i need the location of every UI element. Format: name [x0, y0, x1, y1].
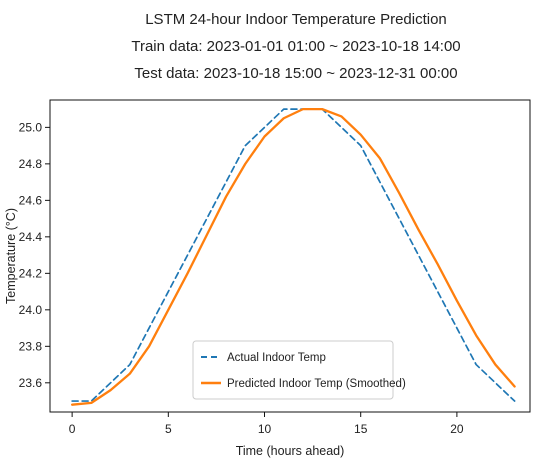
y-axis-label: Temperature (°C) [4, 208, 18, 304]
legend-box [192, 340, 394, 400]
y-tick-label: 25.0 [19, 120, 43, 134]
x-tick-label: 15 [354, 422, 368, 436]
y-tick-label: 23.6 [19, 376, 43, 390]
y-tick-label: 24.2 [19, 266, 43, 280]
plot-frame [49, 99, 531, 413]
x-axis-label: Time (hours ahead) [236, 444, 345, 458]
y-tick-label: 24.4 [19, 230, 43, 244]
x-tick-label: 20 [450, 422, 464, 436]
plot-content [70, 107, 516, 406]
legend-label-predicted: Predicted Indoor Temp (Smoothed) [227, 378, 406, 390]
legend-label-actual: Actual Indoor Temp [227, 352, 326, 364]
y-axis: 23.6 23.8 24.0 24.2 24.4 24.6 24.8 25.0 [19, 120, 50, 390]
x-tick-label: 10 [258, 422, 272, 436]
y-tick-label: 24.0 [19, 303, 43, 317]
series-line-predicted [70, 107, 516, 406]
series-line-actual [71, 108, 516, 402]
legend: Actual Indoor Temp Predicted Indoor Temp… [192, 340, 406, 400]
x-tick-label: 0 [69, 422, 76, 436]
y-tick-label: 23.8 [19, 339, 43, 353]
chart-title-line-1: LSTM 24-hour Indoor Temperature Predicti… [145, 11, 447, 28]
y-tick-label: 24.8 [19, 157, 43, 171]
chart-title-line-2: Train data: 2023-01-01 01:00 ~ 2023-10-1… [131, 38, 460, 55]
x-tick-label: 5 [165, 422, 172, 436]
y-tick-label: 24.6 [19, 193, 43, 207]
chart-title-line-3: Test data: 2023-10-18 15:00 ~ 2023-12-31… [134, 65, 457, 82]
x-axis: 0 5 10 15 20 [69, 412, 464, 436]
